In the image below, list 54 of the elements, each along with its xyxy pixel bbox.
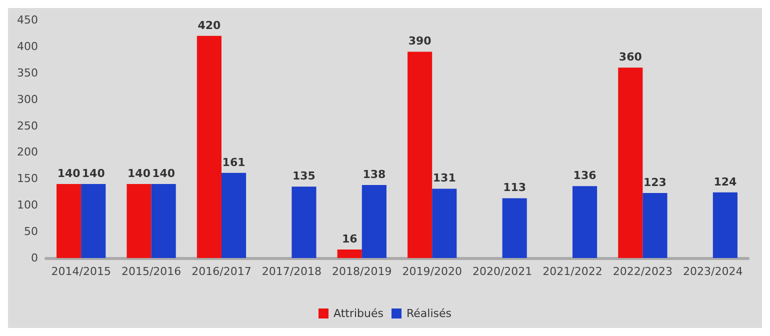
x-tick-label: 2016/2017 bbox=[192, 265, 252, 278]
bar bbox=[712, 192, 738, 258]
data-label: 360 bbox=[618, 50, 642, 64]
data-label: 131 bbox=[432, 172, 456, 185]
data-label: 390 bbox=[408, 34, 432, 48]
data-label: 16 bbox=[342, 232, 358, 246]
bar bbox=[337, 250, 362, 258]
data-label: 136 bbox=[573, 169, 597, 182]
x-tick-label: 2014/2015 bbox=[51, 265, 111, 278]
bar bbox=[222, 172, 246, 258]
y-tick-label: 200 bbox=[17, 146, 38, 159]
x-tick-label: 2020/2021 bbox=[472, 265, 532, 278]
data-label: 135 bbox=[292, 170, 316, 183]
data-label: 138 bbox=[362, 168, 386, 182]
data-label: 161 bbox=[222, 156, 246, 169]
y-tick-label: 150 bbox=[17, 172, 38, 186]
bar bbox=[292, 186, 316, 258]
bar bbox=[572, 186, 598, 258]
data-label: 420 bbox=[198, 18, 222, 32]
bar bbox=[502, 198, 527, 258]
x-tick-label: 2019/2020 bbox=[402, 265, 462, 278]
bar bbox=[81, 184, 106, 258]
x-tick-label: 2017/2018 bbox=[262, 265, 322, 278]
bar bbox=[362, 185, 386, 258]
x-tick-label: 2015/2016 bbox=[121, 265, 182, 278]
y-tick-label: 50 bbox=[24, 225, 38, 238]
bar bbox=[618, 68, 643, 258]
y-tick-label: 300 bbox=[17, 92, 38, 106]
y-tick-label: 350 bbox=[17, 66, 38, 80]
data-label: 140 bbox=[57, 166, 81, 180]
y-tick-label: 0 bbox=[31, 252, 38, 264]
bar bbox=[56, 184, 82, 258]
bar bbox=[642, 192, 668, 258]
data-label: 140 bbox=[128, 166, 151, 180]
x-tick-label: 2018/2019 bbox=[332, 265, 392, 278]
data-label: 123 bbox=[644, 176, 666, 189]
y-tick-label: 250 bbox=[17, 119, 38, 132]
bar bbox=[126, 184, 152, 258]
y-tick-label: 100 bbox=[17, 198, 38, 212]
y-tick-label: 450 bbox=[17, 14, 38, 26]
bar bbox=[432, 188, 457, 258]
data-label: 124 bbox=[714, 175, 738, 188]
legend-label: Attribués bbox=[334, 307, 384, 320]
data-label: 140 bbox=[82, 166, 106, 180]
x-tick-label: 2021/2022 bbox=[542, 265, 602, 278]
bar bbox=[196, 36, 222, 258]
bar bbox=[408, 52, 432, 258]
data-label: 113 bbox=[503, 181, 526, 194]
legend-label: Réalisés bbox=[406, 307, 452, 320]
y-tick-label: 400 bbox=[17, 40, 38, 53]
x-tick-label: 2022/2023 bbox=[612, 265, 673, 278]
data-label: 140 bbox=[152, 166, 176, 180]
x-tick-label: 2023/2024 bbox=[683, 265, 743, 278]
bar bbox=[151, 184, 176, 258]
